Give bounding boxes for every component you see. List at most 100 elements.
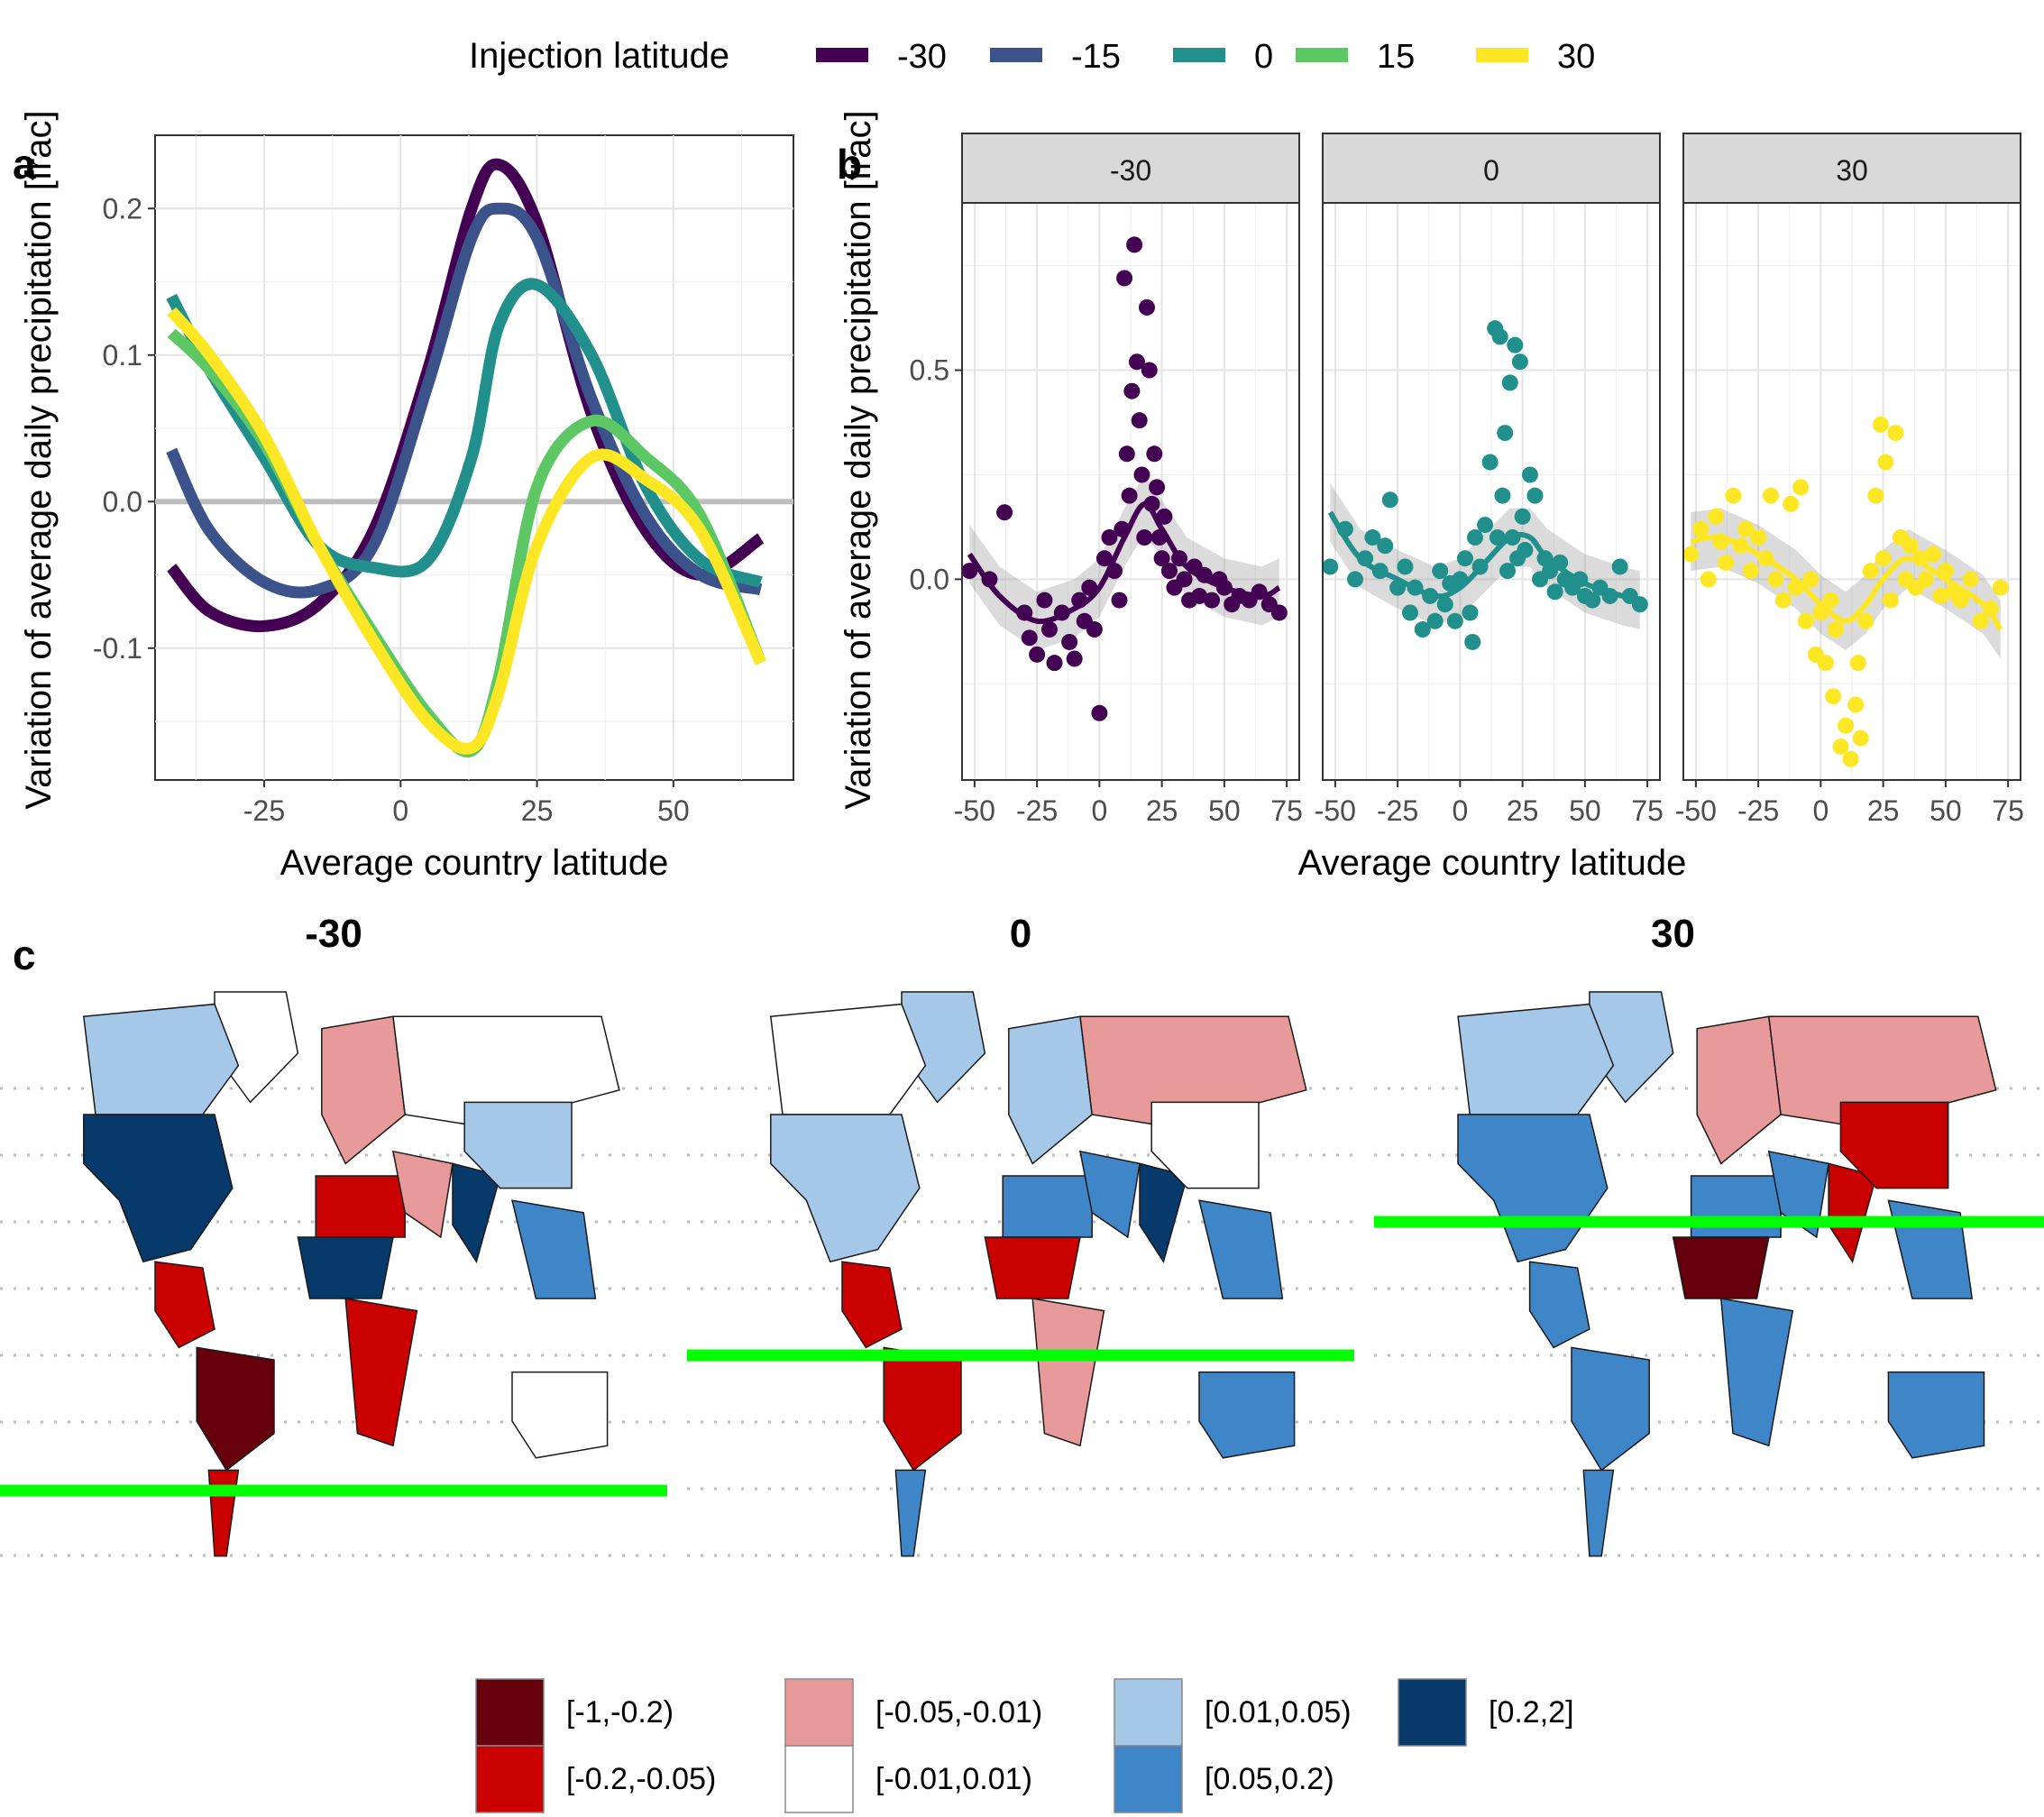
x-tick-label: -25 [1377, 794, 1418, 827]
color-scale-swatch [784, 1745, 854, 1813]
legend-title: Injection latitude [469, 36, 729, 76]
facet-strip-label: 30 [1836, 154, 1868, 187]
region-me [392, 1150, 454, 1239]
data-point-0 [1481, 454, 1499, 471]
data-point--30 [1156, 508, 1173, 525]
region-waf [297, 1236, 394, 1299]
data-point-0 [1462, 604, 1479, 621]
data-point-30 [1692, 520, 1709, 537]
map--30: -30 [0, 912, 667, 1557]
x-tick-label: 0 [1812, 794, 1829, 827]
data-point--30 [1029, 646, 1046, 663]
region-na [770, 1114, 921, 1263]
data-point-30 [1849, 655, 1866, 672]
data-point-30 [1783, 495, 1800, 512]
x-tick-label: 25 [521, 794, 554, 827]
data-point--30 [1270, 604, 1288, 621]
facet-plot-area [1323, 320, 1648, 650]
region-me [1767, 1150, 1829, 1239]
data-point-0 [1499, 563, 1517, 580]
data-point-0 [1432, 563, 1449, 580]
data-point--30 [1066, 650, 1083, 667]
data-point-0 [1611, 558, 1628, 575]
x-tick-label: 0 [1452, 794, 1468, 827]
data-point--30 [1149, 479, 1166, 496]
data-point--30 [1146, 445, 1163, 463]
data-point-30 [1817, 655, 1834, 672]
data-point-30 [1952, 592, 1969, 609]
legend-swatch--30 [816, 48, 868, 62]
data-point-0 [1477, 517, 1494, 534]
data-point-30 [1862, 563, 1879, 580]
x-tick-label: 50 [1208, 794, 1241, 827]
data-point--30 [962, 563, 978, 580]
data-point-0 [1446, 612, 1463, 629]
legend-swatch-0 [1173, 48, 1225, 62]
data-point-30 [1874, 550, 1892, 567]
smooth-line-0 [1327, 510, 1641, 603]
x-tick-label: 50 [657, 794, 690, 827]
region-can [1457, 1003, 1615, 1115]
color-scale-swatch [475, 1678, 545, 1747]
color-scale-label: [0.05,0.2) [1205, 1762, 1334, 1796]
facet-frame [1682, 202, 2021, 781]
data-point-30 [1872, 416, 1889, 433]
legend: Injection latitude -30 -15 0 15 30 [469, 36, 1595, 76]
region-can [769, 1003, 927, 1115]
region-eu [1008, 1015, 1093, 1165]
data-point-0 [1456, 550, 1473, 567]
data-point-30 [1700, 571, 1717, 588]
panel-a: a -25 0 25 50 -0.1 0.0 0.1 0.2 Average country… [13, 110, 794, 883]
region-sa1 [1528, 1261, 1590, 1349]
region-naf [315, 1175, 406, 1238]
data-point-30 [1842, 750, 1859, 767]
series-line--30 [167, 158, 765, 633]
region-saf [1031, 1298, 1105, 1447]
data-point-0 [1436, 596, 1453, 613]
panel-label-a: a [13, 141, 36, 188]
data-point-30 [1877, 454, 1894, 471]
data-point--30 [1061, 633, 1078, 650]
legend-label--30: -30 [897, 38, 947, 76]
data-point-30 [1718, 554, 1735, 571]
data-point-30 [1887, 425, 1904, 442]
data-point--30 [1141, 362, 1158, 379]
y-tick-label: 0.0 [910, 563, 949, 595]
series-line--15 [166, 202, 763, 599]
panel-c-legend: [-1,-0.2) [-0.2,-0.05) [-0.05,-0.01) [-0.01… [475, 1678, 1574, 1813]
data-point-0 [1426, 612, 1444, 629]
data-point-30 [1857, 612, 1874, 629]
data-point-30 [1867, 487, 1884, 504]
region-can [82, 1003, 240, 1115]
color-scale-label: [0.01,0.05) [1205, 1695, 1352, 1730]
data-point--30 [1160, 563, 1178, 580]
data-point--30 [1133, 466, 1150, 483]
data-point-0 [1381, 491, 1398, 509]
x-tick-label: -25 [1016, 794, 1058, 827]
map-30: 30 [1374, 912, 2044, 1557]
region-saf [344, 1298, 418, 1447]
data-point-30 [1917, 571, 1934, 588]
data-point--30 [1139, 298, 1156, 316]
facet-strip [1682, 133, 2021, 204]
panel-a-series [166, 158, 766, 757]
data-point--30 [1021, 629, 1038, 647]
panel-b: b -30-50 -25 0 25 50 750.00.50-50 -25 0 25 50 7530… [837, 110, 2024, 883]
x-tick-label: 50 [1569, 794, 1601, 827]
panel-c: c -30 0 30 [-1,-0.2) [-0.2,-0.05) [-0.05,-0.… [0, 912, 2044, 1813]
data-point--30 [1086, 621, 1103, 638]
region-sa3 [894, 1469, 927, 1557]
data-point-0 [1517, 541, 1534, 558]
color-scale-swatch [1114, 1678, 1183, 1747]
data-point-30 [1962, 571, 1979, 588]
legend-items: -30 -15 0 15 30 [816, 38, 1595, 76]
x-tick-label: 75 [1270, 794, 1303, 827]
data-point--30 [1091, 704, 1108, 721]
y-tick-label: 0.2 [103, 192, 142, 225]
facet--30: -30 -50 -25 0 25 50 75 0.0 0.5 [910, 133, 1303, 827]
map-title: 0 [1010, 912, 1031, 956]
facet-strip-label: -30 [1110, 154, 1151, 187]
data-point-30 [1992, 579, 2009, 596]
region-sa3 [207, 1469, 240, 1557]
